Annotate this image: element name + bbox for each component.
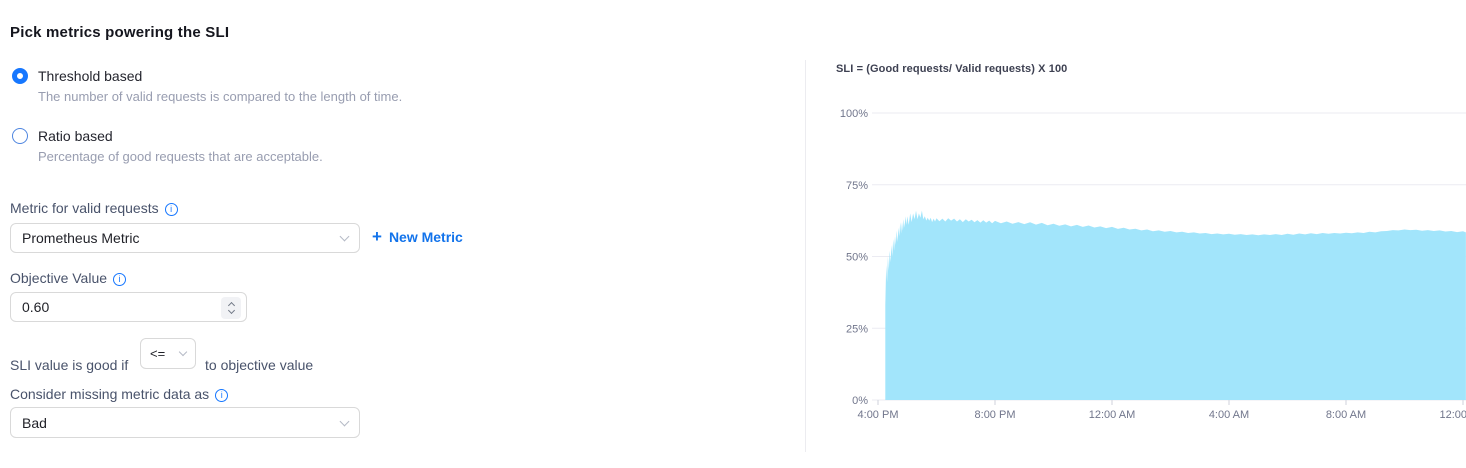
x-axis-tick-label: 12:00 PM — [1439, 409, 1466, 421]
sli-chart-panel: SLI = (Good requests/ Valid requests) X … — [806, 60, 1466, 452]
info-icon[interactable]: i — [164, 203, 178, 216]
radio-option-label: Ratio based — [38, 128, 113, 144]
comparison-suffix: to objective value — [205, 357, 314, 373]
objective-value-input[interactable]: 0.60 — [10, 292, 247, 322]
comparison-operator-select[interactable]: <= — [140, 338, 196, 369]
x-axis-tick-label: 4:00 AM — [1209, 409, 1249, 421]
info-icon[interactable]: i — [113, 273, 127, 286]
y-axis-tick-label: 50% — [846, 252, 868, 264]
radio-unselected-icon[interactable] — [12, 128, 28, 144]
comparison-prefix: SLI value is good if — [10, 357, 129, 373]
chart-title: SLI = (Good requests/ Valid requests) X … — [836, 63, 1068, 75]
radio-selected-icon[interactable] — [12, 68, 28, 84]
x-axis-tick-label: 4:00 PM — [858, 409, 899, 421]
x-axis-tick-label: 8:00 PM — [975, 409, 1016, 421]
new-metric-label: New Metric — [388, 229, 463, 245]
chart-area-series — [885, 210, 1466, 400]
chevron-down-icon — [178, 347, 188, 357]
y-axis-tick-label: 25% — [846, 323, 868, 335]
plus-icon: + — [372, 227, 382, 246]
y-axis-tick-label: 0% — [852, 395, 868, 407]
info-icon[interactable]: i — [215, 389, 229, 402]
chevron-down-icon — [339, 231, 350, 242]
missing-data-field-label: Consider missing metric data as i — [10, 386, 229, 402]
chevron-down-icon — [339, 416, 350, 426]
y-axis-tick-label: 75% — [846, 180, 868, 192]
objective-field-label: Objective Value i — [10, 270, 127, 286]
objective-value-text: 0.60 — [22, 299, 50, 315]
new-metric-button[interactable]: + New Metric — [372, 227, 463, 246]
radio-option-description: Percentage of good requests that are acc… — [38, 149, 323, 164]
page-title: Pick metrics powering the SLI — [10, 24, 230, 41]
metric-field-label: Metric for valid requests i — [10, 200, 178, 216]
radio-option-description: The number of valid requests is compared… — [38, 89, 403, 104]
radio-option-label: Threshold based — [38, 68, 143, 84]
metric-select-value: Prometheus Metric — [22, 230, 140, 246]
sli-chart: 0% 25% 50% 75% 100% 4:00 PM 8:00 PM 12:00 AM 4:0… — [840, 108, 1466, 421]
x-axis-tick-label: 8:00 AM — [1326, 409, 1366, 421]
missing-data-select[interactable]: Bad — [10, 407, 360, 438]
x-axis-tick-label: 12:00 AM — [1089, 409, 1135, 421]
y-axis-tick-label: 100% — [840, 108, 868, 120]
missing-data-select-value: Bad — [22, 414, 47, 431]
number-stepper[interactable] — [221, 297, 241, 319]
metric-select[interactable]: Prometheus Metric — [10, 223, 360, 253]
comparison-operator-value: <= — [150, 346, 166, 361]
stepper-down-button[interactable] — [227, 306, 235, 315]
panel-divider — [805, 60, 806, 452]
